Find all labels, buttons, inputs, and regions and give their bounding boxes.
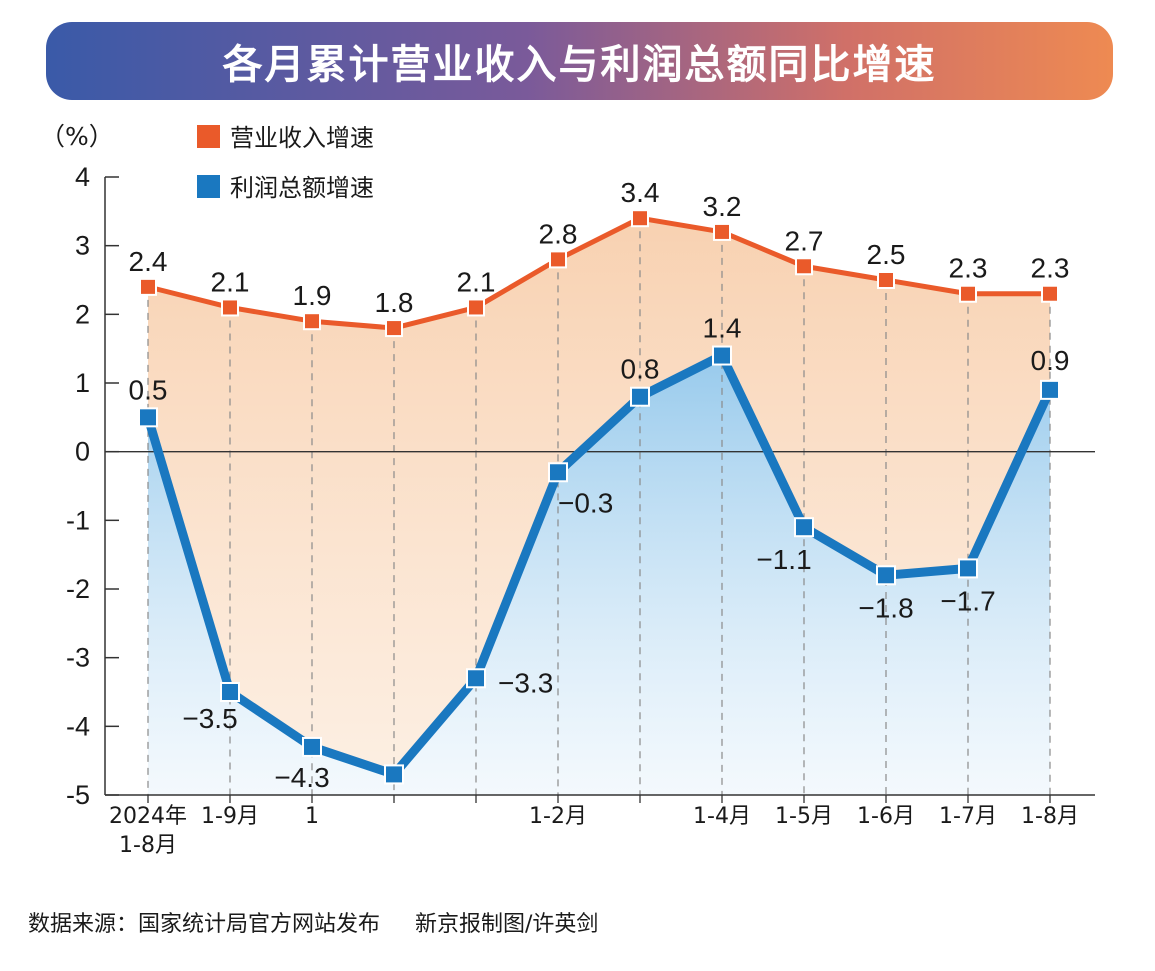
revenue-data-label: 3.4: [621, 177, 660, 208]
x-tick-label: 1-7月: [939, 804, 997, 829]
revenue-point: [303, 312, 321, 331]
revenue-point: [139, 277, 157, 296]
revenue-point: [1041, 284, 1059, 303]
revenue-point: [713, 222, 731, 241]
chart-title: 各月累计营业收入与利润总额同比增速: [222, 41, 937, 88]
unit-label: （%）: [40, 122, 114, 151]
profit-data-label: 0.5: [129, 374, 168, 405]
profit-point: [1040, 379, 1060, 400]
profit-point: [302, 736, 322, 757]
revenue-point: [467, 298, 485, 317]
credit-text: 新京报制图/许英剑: [415, 912, 599, 937]
profit-point: [630, 386, 650, 407]
revenue-data-label: 1.9: [293, 280, 332, 311]
revenue-point: [549, 250, 567, 269]
revenue-data-label: 2.7: [785, 225, 824, 256]
x-tick-label: 1: [305, 804, 319, 829]
x-tick-label: 1-8月: [119, 833, 177, 858]
y-tick-label: 2: [75, 299, 90, 329]
x-tick-label: 1-4月: [693, 804, 751, 829]
x-tick-label: 2024年: [109, 804, 187, 829]
y-tick-label: -1: [66, 505, 90, 535]
profit-data-label: −4.3: [274, 762, 329, 793]
legend-swatch: [197, 125, 220, 148]
profit-data-label: −1.8: [858, 592, 913, 623]
revenue-data-label: 2.1: [457, 266, 496, 297]
revenue-point: [795, 257, 813, 276]
profit-line: [143, 351, 1055, 779]
revenue-point: [959, 284, 977, 303]
profit-data-label: 1.4: [703, 313, 742, 344]
x-tick-label: 1-9月: [201, 804, 259, 829]
y-tick-label: -2: [66, 574, 90, 604]
profit-point: [794, 517, 814, 538]
y-tick-label: -3: [66, 643, 90, 673]
profit-point: [712, 345, 732, 366]
legend-label: 利润总额增速: [230, 174, 374, 202]
legend-label: 营业收入增速: [230, 124, 374, 152]
title-banner: 各月累计营业收入与利润总额同比增速: [46, 22, 1113, 100]
x-tick-label: 1-6月: [857, 804, 915, 829]
source-text: 数据来源：国家统计局官方网站发布: [28, 912, 381, 937]
revenue-data-label: 2.4: [129, 246, 168, 277]
legend-swatch: [197, 175, 220, 198]
profit-data-label: −1.7: [940, 585, 995, 616]
revenue-point: [221, 298, 239, 317]
y-tick-label: -5: [66, 780, 90, 810]
x-tick-label: 1-8月: [1021, 804, 1079, 829]
revenue-area: [148, 218, 1050, 775]
revenue-data-label: 2.3: [1031, 253, 1070, 284]
revenue-data-label: 2.5: [867, 239, 906, 270]
y-tick-label: 4: [75, 162, 90, 192]
revenue-point: [385, 319, 403, 338]
profit-data-label: −1.1: [756, 544, 811, 575]
revenue-point: [877, 271, 895, 289]
revenue-data-label: 2.1: [211, 266, 250, 297]
profit-data-label: −3.3: [498, 667, 553, 698]
profit-point: [548, 462, 568, 483]
profit-point: [384, 764, 404, 785]
y-tick-label: 0: [75, 437, 90, 467]
x-tick-label: 1-2月: [529, 804, 587, 829]
profit-point: [138, 407, 158, 428]
profit-data-label: 0.8: [621, 354, 660, 385]
y-tick-label: 1: [75, 368, 90, 398]
revenue-data-label: 2.8: [539, 218, 578, 249]
profit-data-label: −3.5: [182, 703, 237, 734]
y-tick-label: 3: [75, 231, 90, 261]
revenue-data-label: 3.2: [703, 191, 742, 222]
y-tick-label: -4: [66, 711, 90, 741]
source-note: 数据来源：国家统计局官方网站发布 新京报制图/许英剑: [28, 906, 626, 938]
profit-point: [876, 565, 896, 586]
revenue-line: [145, 215, 1053, 331]
profit-point: [466, 668, 486, 689]
revenue-data-label: 2.3: [949, 253, 988, 284]
profit-data-label: −0.3: [558, 487, 613, 518]
profit-area: [148, 355, 1050, 795]
profit-point: [220, 682, 240, 702]
revenue-data-label: 1.8: [375, 287, 414, 318]
x-tick-label: 1-5月: [775, 804, 833, 829]
profit-data-label: 0.9: [1031, 345, 1070, 376]
profit-point: [958, 558, 978, 579]
revenue-point: [631, 209, 649, 228]
